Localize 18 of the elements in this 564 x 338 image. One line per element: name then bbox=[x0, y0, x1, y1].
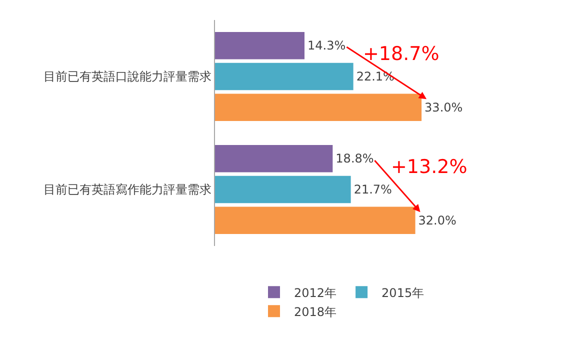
bar bbox=[215, 206, 416, 234]
y-tick-label: 目前已有英語寫作能力評量需求 bbox=[44, 182, 212, 197]
annotation: +13.2% bbox=[391, 156, 468, 178]
bar bbox=[215, 145, 333, 172]
legend-label: 2012年 bbox=[294, 286, 337, 300]
bar bbox=[215, 32, 304, 60]
annotation: +18.7% bbox=[363, 43, 440, 65]
bar bbox=[215, 62, 354, 90]
data-label: 21.7% bbox=[354, 182, 392, 196]
legend-label: 2018年 bbox=[294, 304, 337, 319]
data-label: 32.0% bbox=[418, 213, 456, 228]
bar bbox=[215, 94, 422, 121]
data-label: 14.3% bbox=[308, 38, 346, 53]
data-label: 18.8% bbox=[336, 152, 374, 166]
bar bbox=[215, 176, 351, 204]
y-tick-label: 目前已有英語口說能力評量需求 bbox=[44, 70, 212, 84]
data-label: 33.0% bbox=[424, 100, 463, 114]
legend-label: 2015年 bbox=[382, 286, 424, 300]
